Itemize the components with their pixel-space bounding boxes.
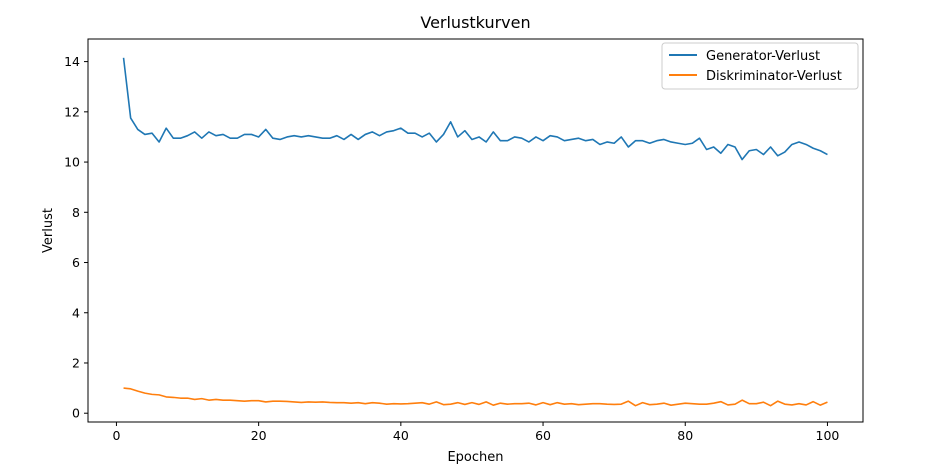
x-tick-label: 40	[393, 428, 409, 443]
x-tick-label: 80	[677, 428, 693, 443]
y-tick-label: 14	[64, 54, 80, 69]
y-tick-label: 12	[64, 104, 80, 119]
y-tick-label: 2	[72, 355, 80, 370]
x-axis-label: Epochen	[447, 450, 503, 465]
y-axis-ticks: 0 2 4 6 8 10 12 14	[64, 54, 88, 421]
legend-discriminator-label: Diskriminator-Verlust	[706, 69, 842, 84]
x-tick-label: 20	[251, 428, 267, 443]
chart-title: Verlustkurven	[420, 13, 530, 32]
legend-box	[661, 42, 859, 90]
series-line-generator	[122, 57, 828, 161]
y-axis-label: Verlust	[41, 208, 56, 253]
plot-lines	[122, 57, 828, 407]
y-tick-label: 8	[72, 205, 80, 220]
y-tick-label: 4	[72, 305, 80, 320]
legend: Generator-Verlust Diskriminator-Verlust	[661, 42, 859, 90]
y-tick-label: 6	[72, 255, 80, 270]
x-tick-label: 0	[112, 428, 120, 443]
series-line-discriminator	[123, 387, 828, 407]
x-tick-label: 100	[816, 428, 840, 443]
x-axis-ticks: 0 20 40 60 80 100	[112, 422, 839, 443]
plot-frame	[87, 38, 864, 423]
x-tick-label: 60	[535, 428, 551, 443]
y-tick-label: 0	[72, 406, 80, 421]
legend-generator-label: Generator-Verlust	[706, 49, 820, 64]
y-tick-label: 10	[64, 155, 80, 170]
